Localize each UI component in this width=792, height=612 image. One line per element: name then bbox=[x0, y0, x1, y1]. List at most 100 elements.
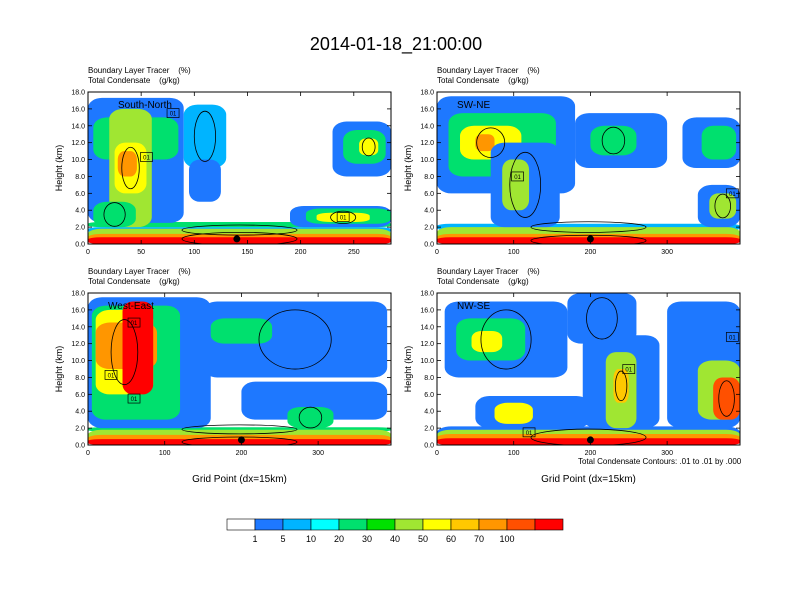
panel-title-line2: Total Condensate (g/kg) bbox=[437, 277, 529, 286]
contour-line bbox=[530, 428, 647, 445]
field-cell bbox=[210, 318, 273, 344]
y-axis-label: Height (km) bbox=[54, 145, 64, 192]
contour-label-box bbox=[140, 152, 153, 162]
panel-label: South-North bbox=[118, 100, 172, 111]
y-tick-label: 8.0 bbox=[75, 375, 85, 382]
x-tick-label: 100 bbox=[508, 249, 520, 256]
y-tick-label: 14.0 bbox=[71, 123, 85, 130]
panel-title-line2: Total Condensate (g/kg) bbox=[88, 277, 180, 286]
panel-nw-se: 0.0 2.0 4.0 6.0 8.0 10.0 12.0 14.0 16.0 18.0 0 100 2… bbox=[403, 267, 741, 485]
contour-line bbox=[530, 221, 647, 233]
y-tick-label: 18.0 bbox=[420, 291, 434, 298]
contour-label-box bbox=[622, 364, 636, 374]
colorbar-swatch bbox=[366, 518, 396, 531]
y-tick-label: 2.0 bbox=[75, 225, 85, 232]
y-tick-label: 0.0 bbox=[75, 443, 85, 450]
x-tick-label: 0 bbox=[86, 450, 90, 457]
plot-frame bbox=[87, 292, 392, 446]
colorbar-swatch bbox=[226, 518, 256, 531]
plot-frame bbox=[436, 292, 741, 446]
y-tick-label: 2.0 bbox=[424, 225, 434, 232]
field-cell bbox=[471, 331, 503, 353]
colorbar-swatch bbox=[338, 518, 368, 531]
y-tick-label: 4.0 bbox=[424, 409, 434, 416]
y-tick-label: 6.0 bbox=[75, 191, 85, 198]
y-tick-label: 2.0 bbox=[424, 426, 434, 433]
x-tick-label: 100 bbox=[188, 249, 200, 256]
x-tick-label: 200 bbox=[585, 450, 597, 457]
y-tick-label: 6.0 bbox=[75, 392, 85, 399]
tracer-field bbox=[88, 297, 391, 445]
x-tick-label: 0 bbox=[86, 249, 90, 256]
y-tick-label: 16.0 bbox=[420, 307, 434, 314]
panel-label: West-East bbox=[108, 301, 154, 312]
plot-frame bbox=[436, 91, 741, 245]
location-marker bbox=[586, 235, 594, 243]
panel-title-line1: Boundary Layer Tracer (%) bbox=[88, 267, 191, 276]
contour-line bbox=[181, 424, 298, 435]
field-cell bbox=[359, 138, 379, 156]
field-cell bbox=[475, 134, 495, 152]
colorbar-swatch bbox=[254, 518, 284, 531]
field-cell bbox=[183, 104, 227, 168]
panel-title-line1: Boundary Layer Tracer (%) bbox=[437, 66, 540, 75]
colorbar-label: 40 bbox=[390, 534, 400, 544]
y-tick-label: 18.0 bbox=[71, 90, 85, 97]
panel-sw-ne: 0.0 2.0 4.0 6.0 8.0 10.0 12.0 14.0 16.0 18.0 0 100 2… bbox=[403, 66, 741, 256]
y-tick-label: 0.0 bbox=[75, 242, 85, 249]
contour-line bbox=[103, 202, 126, 227]
field-cell bbox=[701, 125, 737, 160]
field-cell bbox=[713, 377, 740, 420]
colorbar-swatch bbox=[450, 518, 480, 531]
y-tick-label: 14.0 bbox=[420, 123, 434, 130]
colorbar-label: 1 bbox=[252, 534, 257, 544]
field-cell bbox=[494, 402, 533, 424]
contour-note: Total Condensate Contours: .01 to .01 by… bbox=[578, 457, 742, 466]
field-cell bbox=[117, 151, 137, 177]
contour-line bbox=[298, 406, 323, 429]
panel-label: SW-NE bbox=[457, 100, 490, 111]
contour-label: 01 bbox=[143, 156, 150, 162]
y-tick-label: 8.0 bbox=[75, 174, 85, 181]
y-tick-label: 10.0 bbox=[71, 157, 85, 164]
contour-line bbox=[181, 224, 298, 236]
contour-label-box bbox=[127, 393, 141, 404]
contour-label-box bbox=[166, 108, 180, 118]
colorbar-swatch bbox=[478, 518, 508, 531]
field-cell bbox=[189, 159, 221, 202]
condensate-contours bbox=[480, 297, 735, 445]
x-tick-label: 200 bbox=[295, 249, 307, 256]
y-tick-label: 6.0 bbox=[424, 392, 434, 399]
contour-label: 01 bbox=[729, 192, 736, 198]
contour-label-box bbox=[511, 171, 524, 182]
condensate-contours bbox=[476, 126, 731, 244]
panel-title-line2: Total Condensate (g/kg) bbox=[437, 76, 529, 85]
y-tick-label: 10.0 bbox=[71, 358, 85, 365]
colorbar-label: 50 bbox=[418, 534, 428, 544]
panel-title-line1: Boundary Layer Tracer (%) bbox=[88, 66, 191, 75]
contour-label-box bbox=[725, 332, 739, 342]
x-tick-label: 100 bbox=[159, 450, 171, 457]
contour-label-box bbox=[522, 427, 536, 438]
y-tick-label: 8.0 bbox=[424, 174, 434, 181]
contour-line bbox=[718, 380, 735, 417]
contour-label: 01 bbox=[131, 397, 138, 403]
y-tick-label: 14.0 bbox=[420, 324, 434, 331]
panel-south-north: 0.0 2.0 4.0 6.0 8.0 10.0 12.0 14.0 16.0 18.0 0 50 10… bbox=[54, 66, 392, 256]
contour-label: 01 bbox=[170, 112, 177, 118]
x-tick-label: 300 bbox=[661, 249, 673, 256]
field-cell bbox=[590, 125, 637, 156]
y-tick-label: 16.0 bbox=[71, 307, 85, 314]
contour-label: 01 bbox=[729, 335, 736, 341]
y-tick-label: 8.0 bbox=[424, 375, 434, 382]
colorbar-label: 20 bbox=[334, 534, 344, 544]
y-tick-label: 10.0 bbox=[420, 358, 434, 365]
colorbar-swatch bbox=[394, 518, 424, 531]
y-tick-label: 4.0 bbox=[75, 409, 85, 416]
colorbar: 1 5 10 20 30 40 50 60 70 100 bbox=[226, 518, 564, 544]
contour-line bbox=[614, 370, 628, 402]
y-tick-label: 12.0 bbox=[420, 341, 434, 348]
y-tick-label: 12.0 bbox=[420, 140, 434, 147]
location-marker bbox=[233, 235, 241, 243]
